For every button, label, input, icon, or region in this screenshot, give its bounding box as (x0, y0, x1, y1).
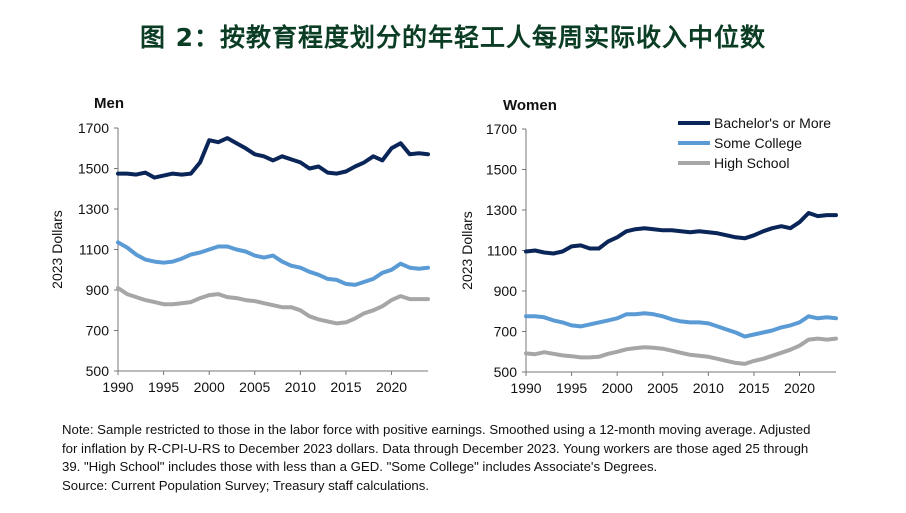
series-line-high_school (524, 336, 838, 366)
x-tick-label: 2015 (330, 379, 361, 395)
legend-label: Some College (714, 135, 802, 151)
note-line: 39. "High School" includes those with le… (62, 459, 658, 474)
y-tick-label: 1500 (78, 161, 109, 177)
y-tick-label: 500 (494, 364, 518, 380)
chart-note: Note: Sample restricted to those in the … (62, 421, 882, 495)
x-tick-label: 1995 (556, 380, 587, 396)
note-line: for inflation by R-CPI-U-RS to December … (62, 440, 809, 456)
y-axis-label: 2023 Dollars (459, 211, 475, 290)
y-tick-label: 1700 (78, 120, 109, 136)
note-source: Source: Current Population Survey; Treas… (62, 477, 429, 493)
chart-panel-right: Women 500 700 900 1100 1300 1500 1700 1990 1995 20… (459, 97, 838, 396)
y-tick-label: 1300 (78, 201, 109, 217)
y-tick-label: 1700 (486, 121, 517, 137)
y-tick-label: 1300 (486, 202, 517, 218)
y-tick-label: 900 (494, 283, 518, 299)
legend-label: Bachelor's or More (714, 115, 831, 131)
y-tick-label: 700 (86, 323, 110, 339)
y-tick-label: 1100 (79, 242, 109, 258)
x-tick-label: 1990 (510, 380, 541, 396)
y-tick-label: 500 (86, 363, 110, 379)
x-tick-label: 2010 (285, 379, 316, 395)
x-tick-label: 1995 (148, 379, 179, 395)
x-tick-label: 2015 (738, 380, 769, 396)
series-line-bachelors (116, 136, 430, 180)
page-title: 图 2：按教育程度划分的年轻工人每周实际收入中位数 (139, 23, 767, 52)
x-tick-label: 2000 (194, 379, 225, 395)
series-line-some_college (116, 240, 430, 287)
series-line-bachelors (524, 211, 838, 256)
x-tick-label: 1990 (102, 379, 133, 395)
panel-title: Women (503, 97, 557, 114)
x-tick-label: 2000 (602, 380, 633, 396)
x-tick-label: 2005 (647, 380, 678, 396)
x-tick-label: 2010 (693, 380, 724, 396)
x-tick-label: 2020 (784, 380, 815, 396)
y-tick-label: 1500 (486, 162, 517, 178)
y-tick-label: 900 (86, 282, 110, 298)
y-tick-label: 1100 (487, 243, 517, 259)
y-tick-label: 700 (494, 324, 518, 340)
note-line: Note: Sample restricted to those in the … (62, 422, 811, 437)
series-line-high_school (116, 286, 430, 326)
series-line-some_college (524, 311, 838, 339)
panel-title: Men (94, 95, 124, 112)
legend-label: High School (714, 155, 790, 171)
chart-panel-left: Men 500 700 900 1100 1300 1500 1700 1990 1995 2000… (49, 95, 430, 395)
y-axis-label: 2023 Dollars (49, 210, 65, 289)
charts-canvas: Men 500 700 900 1100 1300 1500 1700 1990 1995 2000… (49, 95, 838, 396)
x-tick-label: 2020 (376, 379, 407, 395)
x-tick-label: 2005 (239, 379, 270, 395)
